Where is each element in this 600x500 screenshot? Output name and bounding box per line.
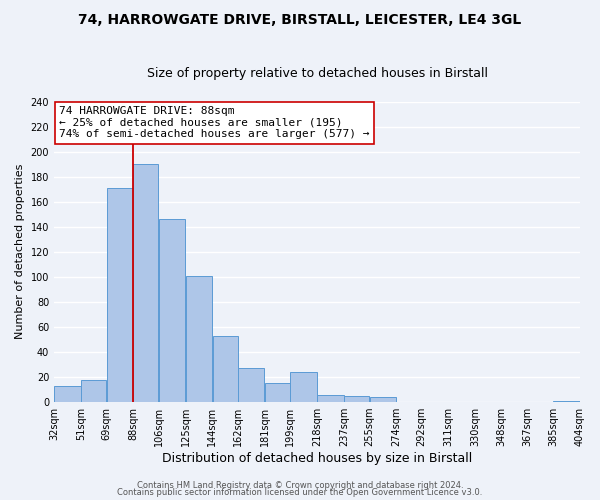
Bar [238,368,265,402]
Bar [553,401,580,402]
X-axis label: Distribution of detached houses by size in Birstall: Distribution of detached houses by size … [162,452,472,465]
Bar [186,276,212,402]
Bar [317,394,344,402]
Text: Contains HM Land Registry data © Crown copyright and database right 2024.: Contains HM Land Registry data © Crown c… [137,480,463,490]
Y-axis label: Number of detached properties: Number of detached properties [15,164,25,340]
Title: Size of property relative to detached houses in Birstall: Size of property relative to detached ho… [146,66,488,80]
Text: Contains public sector information licensed under the Open Government Licence v3: Contains public sector information licen… [118,488,482,497]
Bar [370,397,396,402]
Bar [212,336,238,402]
Bar [290,372,317,402]
Bar [159,219,185,402]
Bar [344,396,369,402]
Text: 74 HARROWGATE DRIVE: 88sqm
← 25% of detached houses are smaller (195)
74% of sem: 74 HARROWGATE DRIVE: 88sqm ← 25% of deta… [59,106,370,139]
Bar [265,384,290,402]
Bar [54,386,80,402]
Bar [107,188,133,402]
Text: 74, HARROWGATE DRIVE, BIRSTALL, LEICESTER, LE4 3GL: 74, HARROWGATE DRIVE, BIRSTALL, LEICESTE… [79,12,521,26]
Bar [133,164,158,402]
Bar [81,380,106,402]
